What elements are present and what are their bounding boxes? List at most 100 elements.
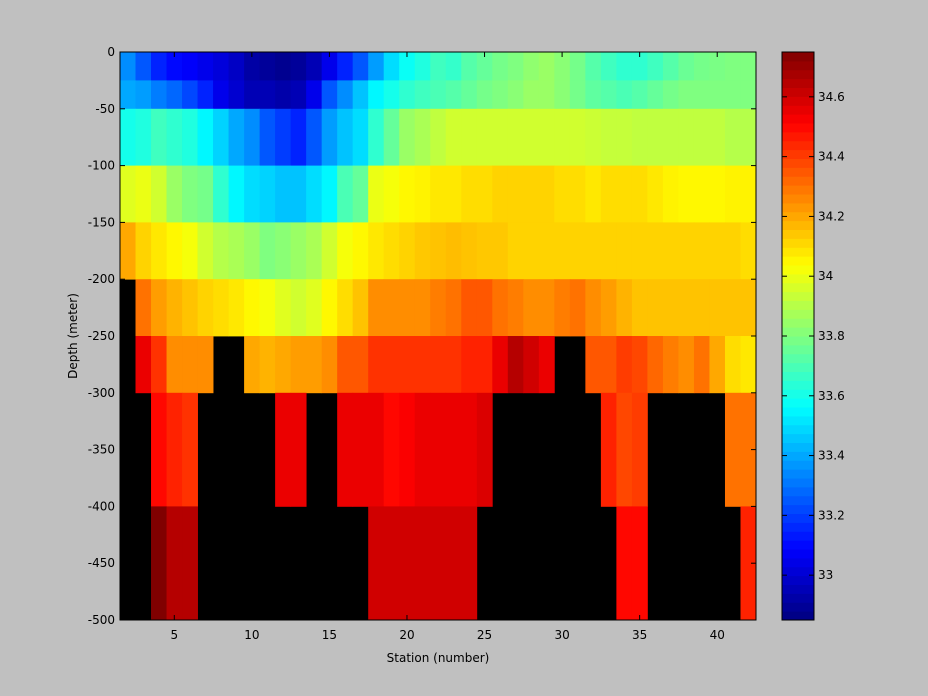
colorbar-band xyxy=(782,371,814,381)
x-tick-label: 35 xyxy=(632,628,647,642)
heatmap-cell xyxy=(476,222,493,280)
heatmap-cell xyxy=(740,392,757,507)
heatmap-cell xyxy=(321,336,338,394)
heatmap-cell xyxy=(507,279,524,337)
heatmap-cell xyxy=(678,279,695,337)
heatmap-cell xyxy=(740,506,757,621)
heatmap-cell xyxy=(523,52,540,81)
heatmap-cell xyxy=(383,506,400,621)
heatmap-cell xyxy=(352,392,369,507)
heatmap-cell xyxy=(182,165,198,223)
heatmap-cell xyxy=(290,108,307,166)
heatmap-cell xyxy=(275,336,292,394)
heatmap-cell xyxy=(662,222,679,280)
heatmap-cell xyxy=(383,336,400,394)
heatmap-cell xyxy=(430,165,447,223)
colorbar-band xyxy=(782,531,814,541)
heatmap-cell xyxy=(523,108,540,166)
heatmap-cell xyxy=(616,392,633,507)
colorbar-band xyxy=(782,176,814,186)
heatmap-cell xyxy=(399,279,416,337)
heatmap-cell xyxy=(259,108,276,166)
heatmap-cell xyxy=(182,108,198,166)
heatmap-cell xyxy=(476,279,493,337)
colorbar-band xyxy=(782,584,814,594)
heatmap-cell xyxy=(538,336,555,394)
y-tick-label: -250 xyxy=(88,329,115,343)
heatmap-cell xyxy=(368,108,385,166)
heatmap-cell xyxy=(259,222,276,280)
heatmap-cell xyxy=(182,279,198,337)
heatmap-cell xyxy=(228,165,245,223)
heatmap-cell xyxy=(492,80,509,110)
heatmap-cell xyxy=(368,506,385,621)
colorbar-tick-label: 33.2 xyxy=(818,508,845,522)
colorbar-band xyxy=(782,327,814,337)
colorbar-band xyxy=(782,194,814,204)
heatmap-cell xyxy=(585,336,602,394)
heatmap-cell xyxy=(383,52,400,81)
heatmap-cell xyxy=(662,52,679,81)
colorbar-band xyxy=(782,398,814,408)
colorbar-tick-label: 34.2 xyxy=(818,209,845,223)
heatmap-cell xyxy=(197,52,214,81)
heatmap-cell xyxy=(647,108,664,166)
heatmap-cell xyxy=(383,165,400,223)
colorbar-band xyxy=(782,407,814,417)
heatmap-cell xyxy=(631,506,648,621)
heatmap-cell xyxy=(197,80,214,110)
heatmap-cell xyxy=(321,52,338,81)
heatmap-cell xyxy=(724,392,741,507)
heatmap-cell xyxy=(585,52,602,81)
heatmap-cell xyxy=(492,165,509,223)
heatmap-cell xyxy=(275,279,292,337)
heatmap-cell xyxy=(662,80,679,110)
heatmap-cell xyxy=(662,336,679,394)
heatmap-cell xyxy=(476,52,493,81)
y-tick-label: 0 xyxy=(107,45,115,59)
heatmap-cell xyxy=(507,80,524,110)
heatmap-cell xyxy=(213,80,229,110)
heatmap-cell xyxy=(135,165,152,223)
colorbar-band xyxy=(782,460,814,470)
heatmap-cell xyxy=(476,392,493,507)
heatmap-cell xyxy=(709,52,726,81)
heatmap-cell xyxy=(724,222,741,280)
heatmap-cell xyxy=(647,165,664,223)
heatmap-cell xyxy=(166,108,183,166)
heatmap-cell xyxy=(399,392,416,507)
heatmap-cell xyxy=(228,80,245,110)
heatmap-cell xyxy=(120,108,136,166)
heatmap-cell xyxy=(569,52,586,81)
heatmap-cell xyxy=(507,52,524,81)
heatmap-cell xyxy=(538,222,555,280)
heatmap-cell xyxy=(182,506,198,621)
heatmap-cell xyxy=(368,279,385,337)
heatmap-cell xyxy=(740,336,757,394)
heatmap-cell xyxy=(554,52,571,81)
colorbar-band xyxy=(782,238,814,248)
heatmap-cell xyxy=(275,165,292,223)
heatmap-cell xyxy=(647,336,664,394)
heatmap-cell xyxy=(306,165,323,223)
colorbar-band xyxy=(782,291,814,302)
heatmap-cell xyxy=(492,222,509,280)
heatmap-cell xyxy=(631,279,648,337)
heatmap-cell xyxy=(554,279,571,337)
heatmap-cell xyxy=(616,108,633,166)
y-tick-label: -400 xyxy=(88,499,115,513)
heatmap-cell xyxy=(492,52,509,81)
heatmap-cell xyxy=(337,222,354,280)
colorbar-band xyxy=(782,78,814,89)
heatmap-cell xyxy=(461,222,478,280)
heatmap-cell xyxy=(414,80,431,110)
heatmap-cell xyxy=(476,80,493,110)
heatmap-cell xyxy=(476,336,493,394)
heatmap-cell xyxy=(290,392,307,507)
heatmap-cell xyxy=(368,392,385,507)
heatmap-cell xyxy=(228,279,245,337)
x-tick-label: 5 xyxy=(170,628,178,642)
heatmap-cell xyxy=(678,336,695,394)
colorbar-band xyxy=(782,353,814,364)
x-tick-label: 40 xyxy=(710,628,725,642)
